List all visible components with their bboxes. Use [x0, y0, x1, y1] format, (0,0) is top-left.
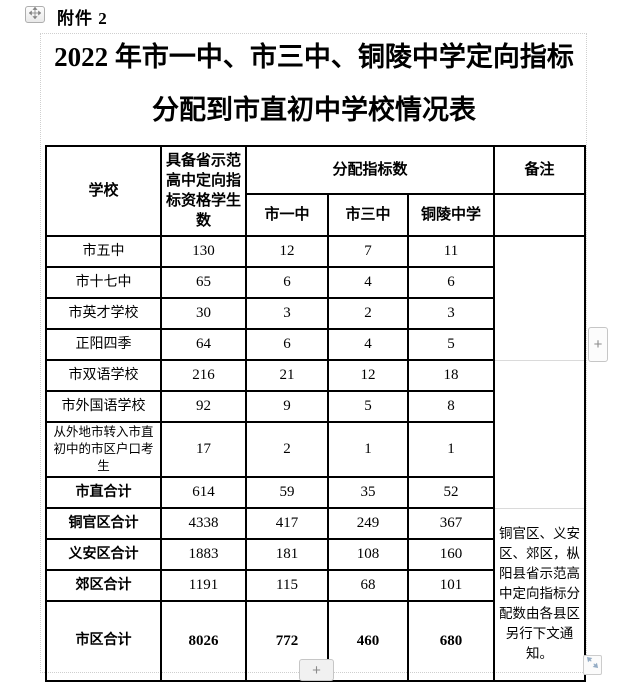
- allocation-value-cell: 1: [327, 421, 409, 478]
- school-name-cell: 市区合计: [45, 600, 162, 682]
- table-row: 市英才学校 30 3 2 3: [45, 297, 585, 330]
- title-line-1: 2022 年市一中、市三中、铜陵中学定向指标: [54, 42, 574, 72]
- header-school-2: 市三中: [327, 193, 409, 237]
- move-icon: [28, 6, 42, 24]
- allocation-value-cell: 68: [327, 569, 409, 602]
- table-row: 市十七中 65 6 4 6: [45, 266, 585, 299]
- allocation-value-cell: 181: [245, 538, 329, 571]
- school-name-cell: 市十七中: [45, 266, 162, 299]
- allocation-value-cell: 367: [406, 507, 496, 540]
- allocation-table: 学校 具备省示范高中定向指标资格学生数 分配指标数 备注 市一中 市三中 铜陵中…: [45, 145, 587, 682]
- table-row: 铜官区合计 4338 417 249 367 铜官区、义安区、郊区，枞阳县省示范高中定向指…: [45, 507, 587, 682]
- school-name-cell: 市外国语学校: [45, 390, 162, 423]
- school-name-cell: 从外地市转入市直初中的市区户口考生: [45, 421, 162, 478]
- header-allocation-group: 分配指标数: [244, 145, 496, 195]
- remark-cell: [493, 235, 587, 361]
- school-name-cell: 市直合计: [45, 476, 162, 509]
- allocation-value-cell: 6: [245, 266, 329, 299]
- allocation-value-cell: 8: [406, 390, 496, 423]
- allocation-value-cell: 6: [406, 266, 496, 299]
- eligible-count-cell: 614: [160, 476, 247, 509]
- allocation-value-cell: 108: [327, 538, 409, 571]
- eligible-count-cell: 130: [160, 235, 247, 268]
- school-name-cell: 正阳四季: [45, 328, 162, 361]
- eligible-count-cell: 64: [160, 328, 247, 361]
- eligible-count-cell: 1883: [160, 538, 247, 571]
- plus-icon: +: [593, 336, 603, 353]
- allocation-value-cell: 4: [327, 266, 409, 299]
- allocation-value-cell: 249: [327, 507, 409, 540]
- allocation-value-cell: 460: [327, 600, 409, 682]
- header-eligible: 具备省示范高中定向指标资格学生数: [160, 145, 247, 237]
- allocation-value-cell: 12: [245, 235, 329, 268]
- eligible-count-cell: 30: [160, 297, 247, 330]
- table-row: 市直合计 614 59 35 52: [45, 476, 585, 509]
- title-line-2: 分配到市直初中学校情况表: [152, 95, 476, 125]
- allocation-value-cell: 160: [406, 538, 496, 571]
- eligible-count-cell: 8026: [160, 600, 247, 682]
- remark-cell: [493, 359, 587, 509]
- eligible-count-cell: 1191: [160, 569, 247, 602]
- school-name-cell: 郊区合计: [45, 569, 162, 602]
- header-school-1: 市一中: [245, 193, 329, 237]
- header-remark-sub: [493, 193, 587, 237]
- table-row: 市外国语学校 92 9 5 8: [45, 390, 585, 423]
- table-resize-handle[interactable]: [583, 655, 602, 675]
- add-column-button[interactable]: +: [588, 327, 608, 362]
- table-row: 市区合计 8026 772 460 680: [45, 600, 585, 682]
- table-body: 市五中 130 12 7 11 市十七中 65 6 4 6 市英才学校 30 3 2 3 正阳四季 64 6 4 5 市…: [45, 235, 587, 682]
- header-row-1: 学校 具备省示范高中定向指标资格学生数 分配指标数 备注: [45, 145, 587, 237]
- header-remark: 备注: [493, 145, 587, 195]
- document-title: 2022 年市一中、市三中、铜陵中学定向指标 分配到市直初中学校情况表: [41, 42, 587, 126]
- school-name-cell: 市英才学校: [45, 297, 162, 330]
- eligible-count-cell: 92: [160, 390, 247, 423]
- allocation-value-cell: 417: [245, 507, 329, 540]
- allocation-value-cell: 101: [406, 569, 496, 602]
- resize-diagonal-icon: [586, 656, 599, 674]
- allocation-value-cell: 2: [245, 421, 329, 478]
- allocation-value-cell: 52: [406, 476, 496, 509]
- table-row: 从外地市转入市直初中的市区户口考生 17 2 1 1: [45, 421, 585, 478]
- attachment-label: 附件 2: [57, 9, 108, 28]
- table-row: 市五中 130 12 7 11: [45, 235, 587, 361]
- header-school-3: 铜陵中学: [406, 193, 496, 237]
- allocation-value-cell: 3: [245, 297, 329, 330]
- allocation-value-cell: 3: [406, 297, 496, 330]
- table-row: 郊区合计 1191 115 68 101: [45, 569, 585, 602]
- allocation-value-cell: 115: [245, 569, 329, 602]
- allocation-value-cell: 6: [245, 328, 329, 361]
- remark-cell: 铜官区、义安区、郊区，枞阳县省示范高中定向指标分配数由各县区另行下文通知。: [493, 507, 587, 682]
- school-name-cell: 市双语学校: [45, 359, 162, 392]
- allocation-value-cell: 59: [245, 476, 329, 509]
- allocation-value-cell: 12: [327, 359, 409, 392]
- table-row: 市双语学校 216 21 12 18: [45, 359, 587, 509]
- allocation-value-cell: 18: [406, 359, 496, 392]
- table-row: 正阳四季 64 6 4 5: [45, 328, 585, 361]
- allocation-value-cell: 4: [327, 328, 409, 361]
- allocation-value-cell: 11: [406, 235, 496, 268]
- allocation-value-cell: 5: [406, 328, 496, 361]
- header-school: 学校: [45, 145, 162, 237]
- allocation-value-cell: 5: [327, 390, 409, 423]
- school-name-cell: 市五中: [45, 235, 162, 268]
- allocation-value-cell: 1: [406, 421, 496, 478]
- school-name-cell: 义安区合计: [45, 538, 162, 571]
- allocation-value-cell: 7: [327, 235, 409, 268]
- eligible-count-cell: 216: [160, 359, 247, 392]
- header-row-2: 市一中 市三中 铜陵中学: [46, 193, 587, 237]
- allocation-value-cell: 35: [327, 476, 409, 509]
- table-row: 义安区合计 1883 181 108 160: [45, 538, 585, 571]
- allocation-value-cell: 680: [406, 600, 496, 682]
- plus-icon: +: [312, 661, 321, 679]
- add-row-button[interactable]: +: [299, 659, 334, 681]
- eligible-count-cell: 65: [160, 266, 247, 299]
- allocation-value-cell: 21: [245, 359, 329, 392]
- eligible-count-cell: 4338: [160, 507, 247, 540]
- eligible-count-cell: 17: [160, 421, 247, 478]
- allocation-value-cell: 2: [327, 297, 409, 330]
- school-name-cell: 铜官区合计: [45, 507, 162, 540]
- allocation-value-cell: 9: [245, 390, 329, 423]
- move-handle-button[interactable]: [25, 6, 45, 23]
